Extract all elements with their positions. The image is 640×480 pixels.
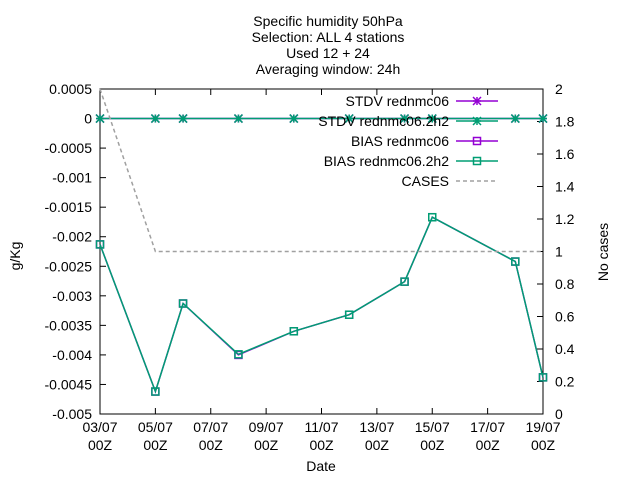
data-point bbox=[178, 114, 188, 124]
y2-axis-label: No cases bbox=[595, 223, 611, 281]
x-tick-label: 15/07 bbox=[415, 419, 450, 435]
title-line: Selection: ALL 4 stations bbox=[252, 29, 405, 45]
series-line bbox=[99, 88, 543, 253]
y2-tick-label: 1 bbox=[555, 244, 563, 260]
legend-entry: STDV rednmc06 bbox=[346, 93, 498, 109]
legend-entry: CASES bbox=[402, 173, 498, 189]
legend-label: BIAS rednmc06.2h2 bbox=[324, 153, 450, 169]
legend-label: CASES bbox=[402, 173, 449, 189]
y2-tick-label: 0.2 bbox=[555, 374, 575, 390]
x-tick-label: 00Z bbox=[309, 437, 334, 453]
legend-label: STDV rednmc06 bbox=[346, 93, 450, 109]
y-tick-label: -0.0025 bbox=[45, 258, 93, 274]
legend-entry: STDV rednmc06.2h2 bbox=[318, 113, 498, 129]
y-axis-label: g/Kg bbox=[7, 242, 23, 271]
y-tick-label: -0.0045 bbox=[45, 376, 93, 392]
x-tick-label: 00Z bbox=[143, 437, 168, 453]
legend-marker bbox=[472, 116, 482, 126]
x-tick-label: 00Z bbox=[420, 437, 445, 453]
legend-marker bbox=[472, 136, 482, 146]
series-group bbox=[95, 88, 548, 396]
title-line: Used 12 + 24 bbox=[286, 45, 370, 61]
data-point bbox=[95, 114, 105, 124]
title-line: Averaging window: 24h bbox=[256, 61, 401, 77]
axes: 0.0005 0 -0.0005 -0.001 -0.0015 -0.002 -0.0025… bbox=[45, 81, 575, 453]
data-point bbox=[400, 277, 409, 286]
data-point bbox=[538, 114, 548, 124]
series-line bbox=[99, 216, 544, 394]
x-tick-label: 07/07 bbox=[193, 419, 228, 435]
x-tick-label: 11/07 bbox=[305, 419, 339, 435]
x-tick-label: 00Z bbox=[476, 437, 501, 453]
x-tick-label: 17/07 bbox=[470, 419, 505, 435]
y2-tick-label: 1.2 bbox=[555, 211, 575, 227]
y2-tick-label: 0.4 bbox=[555, 341, 575, 357]
legend-label: STDV rednmc06.2h2 bbox=[318, 113, 449, 129]
data-point bbox=[151, 387, 160, 396]
series-2 bbox=[95, 212, 548, 396]
data-point bbox=[289, 114, 299, 124]
x-tick-label: 19/07 bbox=[525, 419, 560, 435]
y-tick-label: -0.0035 bbox=[45, 317, 93, 333]
legend: STDV rednmc06 STDV rednmc06.2h2 BIAS rednm… bbox=[318, 93, 498, 189]
y2-tick-label: 1.8 bbox=[555, 114, 575, 130]
x-tick-label: 00Z bbox=[254, 437, 279, 453]
legend-entry: BIAS rednmc06 bbox=[351, 133, 498, 149]
x-tick-label: 03/07 bbox=[82, 419, 117, 435]
y2-tick-label: 2 bbox=[555, 81, 563, 97]
data-point bbox=[344, 114, 354, 124]
y-tick-label: -0.001 bbox=[52, 170, 92, 186]
x-axis-label: Date bbox=[306, 458, 336, 474]
x-tick-label: 00Z bbox=[199, 437, 224, 453]
y-tick-label: -0.0005 bbox=[45, 140, 93, 156]
data-point bbox=[510, 114, 520, 124]
x-tick-label: 09/07 bbox=[249, 419, 284, 435]
series-3 bbox=[95, 212, 548, 396]
y2-tick-label: 0.6 bbox=[555, 309, 575, 325]
y2-tick-label: 0 bbox=[555, 406, 563, 422]
y-tick-label: -0.002 bbox=[52, 229, 92, 245]
data-point bbox=[178, 299, 188, 308]
x-tick-label: 00Z bbox=[531, 437, 556, 453]
y-tick-label: -0.0015 bbox=[45, 199, 93, 215]
data-point bbox=[289, 327, 299, 336]
data-point bbox=[344, 310, 354, 319]
series-line bbox=[99, 216, 544, 394]
y-tick-label: -0.003 bbox=[52, 288, 92, 304]
data-point bbox=[427, 114, 437, 124]
y-tick-label: -0.004 bbox=[52, 347, 92, 363]
y-tick-label: 0.0005 bbox=[49, 81, 92, 97]
data-point bbox=[150, 114, 160, 124]
title-line: Specific humidity 50hPa bbox=[253, 13, 403, 29]
data-point bbox=[538, 373, 548, 382]
data-point bbox=[234, 350, 243, 359]
x-tick-label: 13/07 bbox=[359, 419, 394, 435]
series-4 bbox=[99, 88, 543, 253]
x-tick-label: 05/07 bbox=[138, 419, 173, 435]
y-tick-label: 0 bbox=[84, 111, 92, 127]
data-point bbox=[95, 240, 105, 249]
y2-tick-label: 0.8 bbox=[555, 276, 575, 292]
y2-tick-label: 1.4 bbox=[555, 179, 575, 195]
x-tick-label: 00Z bbox=[365, 437, 390, 453]
legend-entry: BIAS rednmc06.2h2 bbox=[324, 153, 498, 169]
legend-label: BIAS rednmc06 bbox=[351, 133, 449, 149]
data-point bbox=[428, 212, 437, 222]
data-point bbox=[233, 114, 243, 124]
x-tick-label: 00Z bbox=[88, 437, 113, 453]
legend-marker bbox=[472, 156, 482, 166]
legend-marker bbox=[472, 96, 482, 106]
y-tick-label: -0.005 bbox=[52, 406, 92, 422]
y2-tick-label: 1.6 bbox=[555, 146, 575, 162]
data-point bbox=[511, 257, 520, 266]
data-point bbox=[400, 114, 410, 124]
